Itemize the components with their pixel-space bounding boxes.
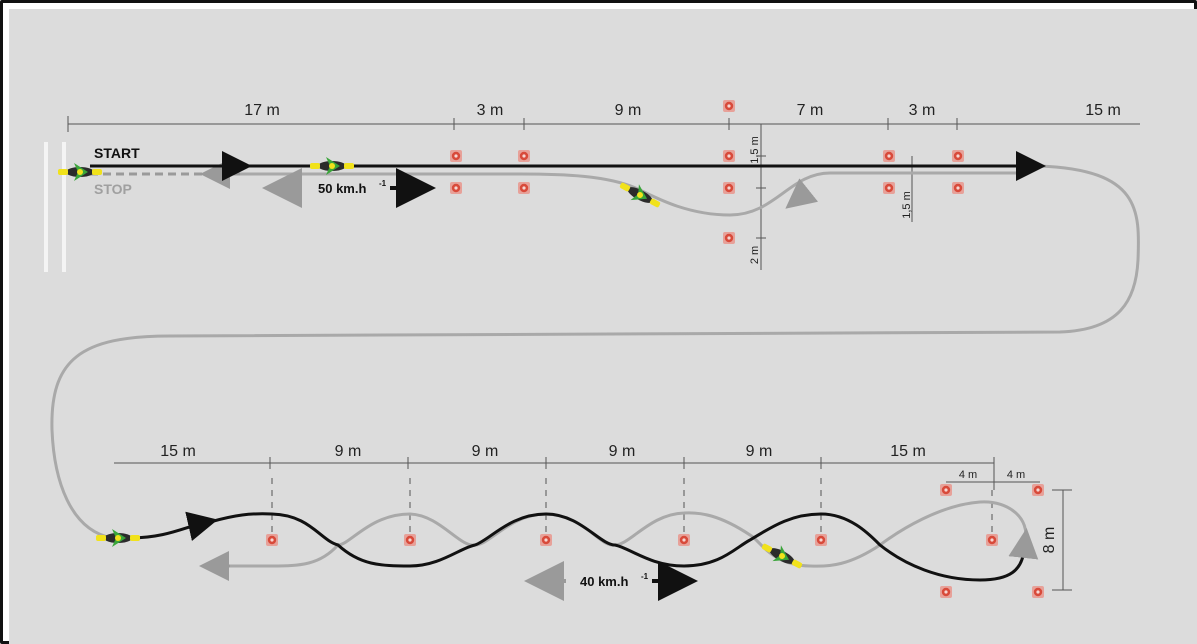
- dim-bottom-9m-b: 9 m: [472, 443, 499, 460]
- slalom-turn-arrow: [1008, 528, 1039, 560]
- dim-top-7m: 7 m: [797, 102, 824, 119]
- dim-bottom-9m-c: 9 m: [609, 443, 636, 460]
- dim-top-9m: 9 m: [615, 102, 642, 119]
- bottom-dimension-labels: 15 m 9 m 9 m 9 m 9 m 15 m 4 m 4 m 8 m: [160, 443, 1058, 553]
- dim-bottom-8m: 8 m: [1041, 527, 1058, 554]
- start-marks: [44, 142, 66, 272]
- slalom-gray: [210, 500, 1028, 568]
- start-label: START: [94, 145, 140, 161]
- speed-indicator-top: 50 km.h -1: [262, 168, 436, 208]
- dim-top-3m-b: 3 m: [909, 102, 936, 119]
- bottom-dimension-lines: [114, 457, 1072, 591]
- dim-top-3m-a: 3 m: [477, 102, 504, 119]
- speed-top-label: 50 km.h: [318, 181, 366, 196]
- dim-bottom-4m-b: 4 m: [1007, 469, 1025, 481]
- top-gray-arrow: [785, 178, 819, 209]
- dim-top-1-5m-a: 1,5 m: [749, 136, 761, 164]
- dim-top-17m: 17 m: [244, 102, 280, 119]
- vehicle-bottom-mid: [758, 537, 806, 575]
- dim-bottom-4m-a: 4 m: [959, 469, 977, 481]
- speed-bottom-label: 40 km.h: [580, 574, 628, 589]
- dim-bottom-15m-a: 15 m: [160, 443, 196, 460]
- speed-bottom-sup: -1: [641, 572, 649, 581]
- top-dimension-lines: [67, 116, 1140, 270]
- stop-label: STOP: [94, 181, 132, 197]
- dim-bottom-9m-a: 9 m: [335, 443, 362, 460]
- dim-bottom-9m-d: 9 m: [746, 443, 773, 460]
- slalom-black-arrow: [185, 511, 218, 541]
- top-dimension-labels: 17 m 3 m 9 m 7 m 3 m 15 m 1,5 m 1,5 m 2 …: [244, 102, 1121, 264]
- vehicle-bottom-left: [96, 529, 140, 547]
- dim-top-15m: 15 m: [1085, 102, 1121, 119]
- slalom-black: [129, 512, 1026, 582]
- dim-top-2m: 2 m: [749, 246, 761, 264]
- speed-top-sup: -1: [379, 179, 387, 188]
- dim-top-1-5m-b: 1,5 m: [901, 191, 913, 219]
- vehicle-top-1: [310, 157, 354, 175]
- dim-bottom-15m-b: 15 m: [890, 443, 926, 460]
- return-path-gray: [50, 164, 1140, 540]
- speed-indicator-bottom: 40 km.h -1: [524, 561, 698, 601]
